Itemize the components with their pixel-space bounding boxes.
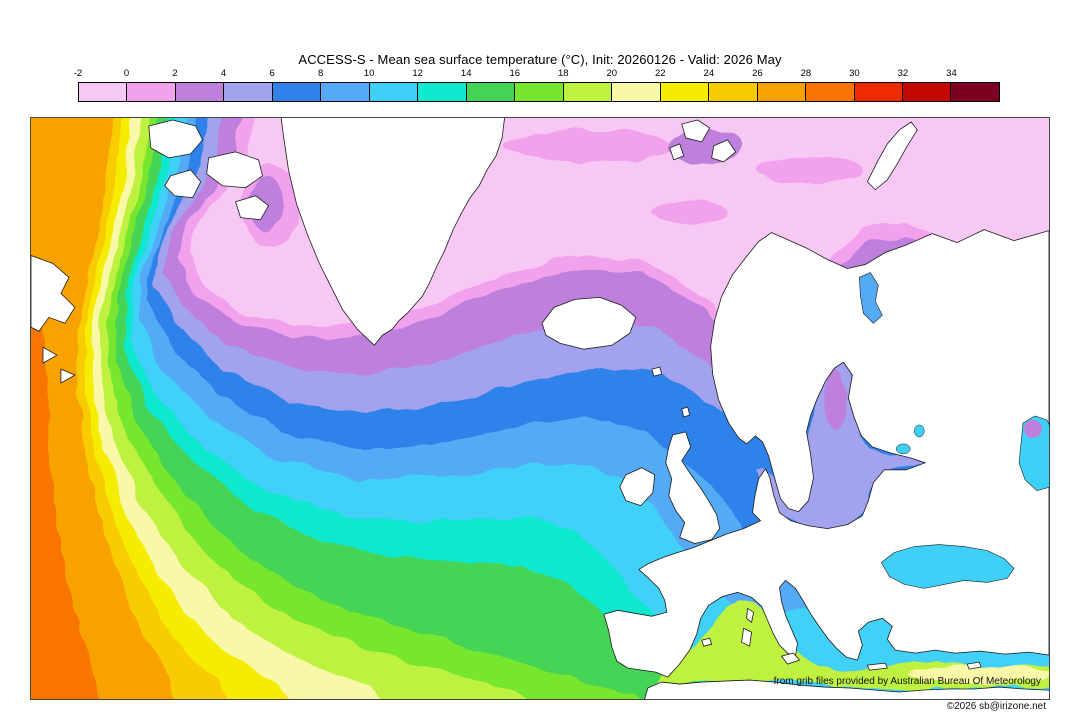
- colorbar-cells: [78, 82, 1000, 102]
- colorbar-tick-label: 6: [269, 68, 275, 79]
- colorbar-cell: [515, 83, 564, 101]
- east-mediterranean-patch: [909, 665, 1049, 684]
- colorbar-cell: [563, 83, 613, 101]
- colorbar-tick-label: 26: [752, 68, 763, 79]
- land-arctic-island: [235, 195, 269, 221]
- land-arctic-island: [164, 169, 202, 199]
- colorbar-cell: [224, 83, 273, 101]
- colorbar-tick-label: 28: [800, 68, 812, 79]
- land-crete: [866, 662, 888, 671]
- colorbar-cell: [757, 83, 807, 101]
- land-novaya-zemlya: [866, 121, 918, 191]
- colorbar-cell: [175, 83, 225, 101]
- colorbar-tick-label: 16: [509, 68, 521, 79]
- band-ge-26c: [31, 118, 175, 699]
- attribution-copyright: ©2026 sb@irizone.net: [946, 701, 1046, 712]
- land-arctic-island: [148, 119, 204, 159]
- land-cyprus: [966, 661, 982, 670]
- colorbar-tick-label: 2: [172, 68, 178, 79]
- colorbar-cell: [951, 83, 999, 101]
- arctic-pink-patch: [651, 200, 728, 225]
- caspian-north-patch: [1024, 419, 1043, 438]
- colorbar-tick-label: 32: [897, 68, 909, 79]
- land-svalbard: [681, 119, 711, 143]
- colorbar-tick-label: 14: [460, 68, 472, 79]
- colorbar-tick-label: 34: [946, 68, 957, 79]
- land-svalbard: [711, 139, 737, 163]
- arctic-pink-patch: [754, 155, 865, 184]
- colorbar-cell: [660, 83, 710, 101]
- colorbar-cell: [854, 83, 903, 101]
- colorbar-tick-label: 20: [606, 68, 618, 79]
- colorbar-cell: [466, 83, 516, 101]
- land-greenland: [280, 118, 505, 346]
- baltic-sea: [774, 366, 925, 528]
- sst-map: from grib files provided by Australian B…: [30, 117, 1050, 700]
- page-title: ACCESS-S - Mean sea surface temperature …: [298, 52, 782, 67]
- land-corsica: [746, 607, 754, 623]
- colorbar-cell: [127, 83, 176, 101]
- land-great-britain: [665, 431, 721, 544]
- colorbar-tick-label: 18: [557, 68, 569, 79]
- land-faroe: [651, 366, 663, 377]
- lake-onega: [914, 424, 925, 438]
- colorbar-tick-label: 0: [123, 68, 130, 79]
- colorbar-tick-label: 22: [655, 68, 666, 79]
- sst-map-canvas: [31, 118, 1049, 699]
- land-labrador-islet: [60, 368, 76, 384]
- colorbar-cell: [612, 83, 661, 101]
- colorbar-cell: [902, 83, 952, 101]
- gulf-of-bothnia-patch: [824, 369, 847, 429]
- land-arctic-island: [206, 151, 263, 189]
- inland-seas: [859, 272, 1049, 589]
- colorbar-cell: [369, 83, 419, 101]
- colorbar-tick-label: 12: [412, 68, 423, 79]
- land-sicily: [781, 652, 800, 665]
- land-shetland: [681, 406, 691, 418]
- land-iceland: [541, 296, 637, 350]
- colorbar-cell: [272, 83, 322, 101]
- colorbar-tick-label: 30: [849, 68, 860, 79]
- land-labrador-coast: [31, 255, 76, 332]
- colorbar-tick-label: 4: [220, 68, 227, 79]
- band-ge-28c: [31, 275, 100, 699]
- land-ireland: [619, 467, 656, 507]
- ocean-temperature-field: [31, 118, 1049, 699]
- colorbar-cell: [709, 83, 758, 101]
- colorbar-ticks: -2 0 2 4 6 8 10 12 14 16 18 20 22 24 26 28 30 32 34: [74, 68, 1000, 82]
- colorbar: -2 0 2 4 6 8 10 12 14 16 18 20 22 24 26 28 30 32 34: [74, 68, 1000, 102]
- colorbar-cell: [321, 83, 370, 101]
- arctic-pink-patch: [505, 129, 675, 162]
- land-sardinia: [741, 627, 752, 647]
- land-svalbard: [669, 143, 685, 161]
- lake-ladoga: [896, 443, 911, 455]
- colorbar-tick-label: -2: [73, 68, 83, 79]
- colorbar-cell: [79, 83, 128, 101]
- black-sea: [880, 544, 1015, 589]
- colorbar-tick-label: 8: [317, 68, 324, 79]
- colorbar-tick-label: 24: [703, 68, 715, 79]
- colorbar-tick-label: 10: [363, 68, 375, 79]
- land-north-africa: [644, 679, 1049, 699]
- attribution-source: from grib files provided by Australian B…: [773, 676, 1041, 687]
- colorbar-cell: [806, 83, 855, 101]
- land-labrador-islet: [42, 346, 58, 364]
- colorbar-cell: [418, 83, 467, 101]
- white-sea: [859, 272, 883, 324]
- land-balearics: [701, 637, 713, 647]
